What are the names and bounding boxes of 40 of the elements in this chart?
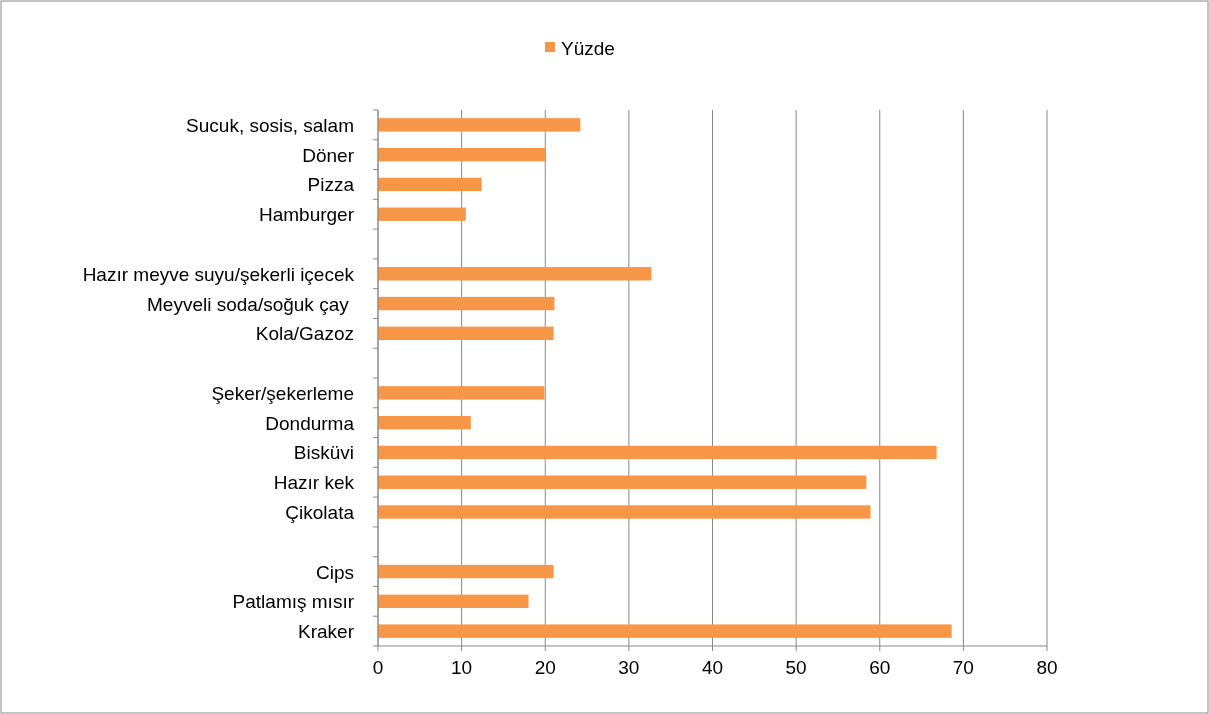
- bar: [378, 267, 652, 281]
- x-tick-label: 50: [785, 657, 807, 678]
- bar: [378, 118, 581, 132]
- legend-label: Yüzde: [561, 38, 615, 59]
- y-tick-label: Hazır meyve suyu/şekerli içecek: [82, 263, 355, 285]
- bar: [378, 624, 952, 638]
- y-tick-label: Çikolata: [285, 502, 355, 523]
- bar: [378, 386, 545, 400]
- x-tick-label: 60: [869, 657, 891, 678]
- bar: [378, 147, 546, 162]
- y-tick-label: Kraker: [298, 621, 355, 643]
- bar: [378, 296, 555, 311]
- bar: [378, 415, 471, 430]
- y-tick-label: Patlamış mısır: [232, 591, 355, 613]
- bar: [378, 177, 482, 192]
- x-tick-label: 20: [534, 657, 556, 678]
- bar: [378, 445, 937, 460]
- y-tick-label: Meyveli soda/soğuk çay: [147, 293, 354, 315]
- y-tick-label: Döner: [302, 144, 355, 166]
- bar: [378, 505, 871, 519]
- y-tick-label: Pizza: [307, 174, 355, 196]
- y-tick-label: Şeker/şekerleme: [211, 382, 354, 404]
- y-tick-label: Hazır kek: [273, 472, 355, 494]
- x-tick-label: 40: [701, 657, 724, 678]
- x-tick-label: 80: [1036, 657, 1058, 678]
- y-tick-label: Sucuk, sosis, salam: [186, 114, 354, 136]
- x-tick-label: 30: [618, 657, 640, 678]
- x-tick-label: 0: [372, 657, 384, 678]
- y-tick-label: Bisküvi: [293, 442, 354, 464]
- bar: [378, 594, 529, 609]
- x-tick-label: 70: [952, 657, 974, 678]
- bar: [378, 475, 867, 489]
- x-tick-label: 10: [451, 657, 473, 678]
- y-tick-label: Cips: [315, 561, 354, 583]
- y-tick-label: Kola/Gazoz: [255, 323, 354, 345]
- bar: [378, 326, 554, 341]
- y-tick-label: Hamburger: [258, 204, 355, 226]
- bar: [378, 207, 466, 221]
- bar: [378, 564, 554, 579]
- y-tick-label: Dondurma: [265, 412, 355, 434]
